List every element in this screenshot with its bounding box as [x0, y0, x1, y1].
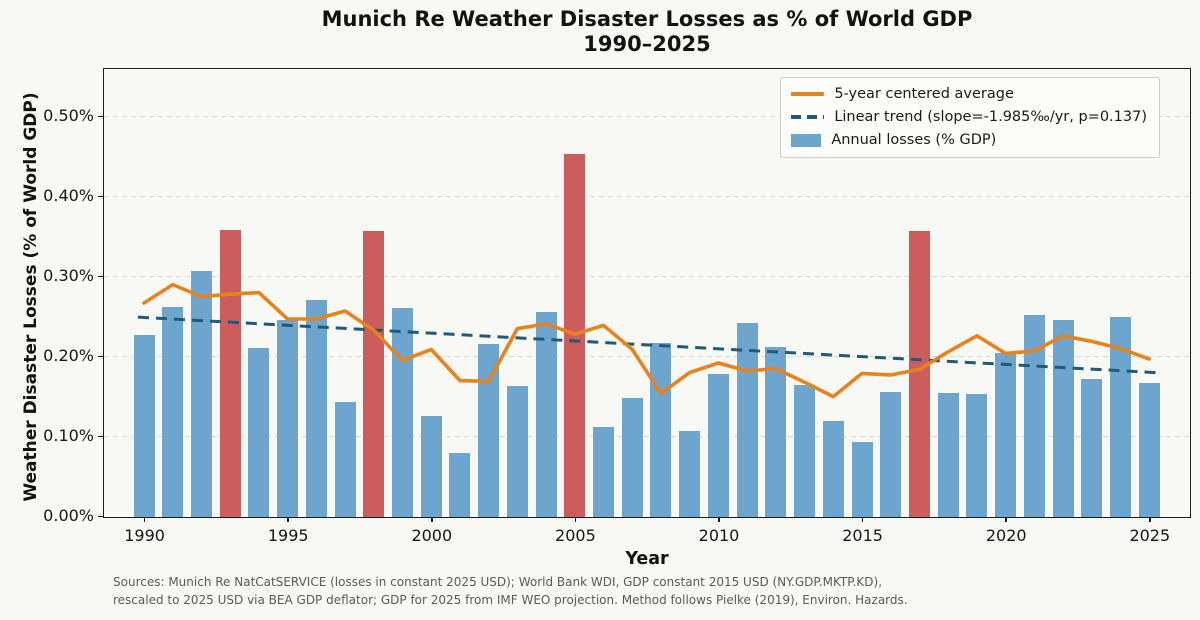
trend-line-swatch	[791, 115, 825, 119]
y-tick-0.20%: 0.20%	[43, 346, 94, 366]
bar-2014	[822, 421, 844, 517]
y-tick-0.00%: 0.00%	[43, 506, 94, 526]
y-tick-mark-0.40%	[98, 195, 103, 198]
chart-title-line2: 1990–2025	[583, 32, 711, 56]
bar-2015	[851, 441, 873, 517]
y-tick-mark-0.10%	[98, 435, 103, 438]
bar-1999	[391, 308, 413, 517]
chart-title: Munich Re Weather Disaster Losses as % o…	[103, 7, 1191, 57]
annual-losses-swatch	[791, 133, 822, 147]
average-line-swatch	[791, 92, 825, 96]
bar-1998	[363, 231, 385, 517]
source-note-line1: Sources: Munich Re NatCatSERVICE (losses…	[113, 575, 883, 589]
bar-1996	[305, 300, 327, 517]
x-tick-mark-2000	[431, 517, 433, 522]
x-tick-mark-2015	[861, 517, 864, 522]
bar-2004	[535, 312, 557, 517]
x-tick-mark-2020	[1005, 517, 1007, 522]
x-tick-1990: 1990	[124, 526, 165, 545]
x-tick-mark-2010	[718, 517, 720, 522]
source-note: Sources: Munich Re NatCatSERVICE (losses…	[113, 573, 908, 609]
bar-2020	[995, 353, 1017, 517]
bar-2002	[478, 344, 500, 517]
bar-1990	[133, 334, 155, 517]
x-axis-label: Year	[625, 549, 669, 569]
x-tick-2010: 2010	[698, 526, 740, 545]
bar-1997	[334, 401, 356, 517]
legend-label-trend: Linear trend (slope=-1.985‰/yr, p=0.137)	[834, 109, 1147, 125]
x-tick-mark-2025	[1149, 517, 1151, 522]
y-tick-0.30%: 0.30%	[43, 266, 94, 286]
legend-item-average: 5-year centered average	[791, 86, 1147, 102]
bar-2009	[679, 431, 701, 517]
y-tick-mark-0.00%	[98, 515, 103, 518]
y-tick-mark-0.30%	[98, 275, 103, 278]
bar-2011	[736, 323, 758, 517]
bar-2018	[937, 393, 959, 517]
x-tick-1995: 1995	[267, 526, 309, 545]
gridline-0.40%	[104, 196, 1190, 197]
bar-2017	[908, 231, 930, 517]
gridline-0.30%	[104, 276, 1190, 277]
x-tick-2005: 2005	[555, 526, 596, 545]
x-tick-2025: 2025	[1129, 526, 1171, 545]
x-tick-mark-2005	[574, 517, 577, 522]
gridline-0.50%	[104, 116, 1190, 117]
gridline-0.10%	[104, 436, 1190, 437]
x-tick-2000: 2000	[411, 526, 453, 545]
plot-area: 5-year centered average Linear trend (sl…	[103, 68, 1191, 518]
bar-2001	[449, 453, 471, 517]
bar-2023	[1081, 379, 1103, 517]
bar-2022	[1052, 320, 1074, 517]
bar-2007	[621, 397, 643, 517]
source-note-line2: rescaled to 2025 USD via BEA GDP deflato…	[113, 593, 908, 607]
bar-1995	[277, 320, 299, 517]
y-tick-mark-0.20%	[98, 355, 103, 358]
legend: 5-year centered average Linear trend (sl…	[780, 77, 1160, 158]
bar-2019	[966, 393, 988, 517]
bar-1994	[248, 348, 270, 517]
bar-2003	[506, 385, 528, 517]
x-tick-2015: 2015	[842, 526, 883, 545]
bar-2006	[593, 427, 615, 517]
bar-2013	[794, 385, 816, 517]
bar-2024	[1109, 317, 1131, 517]
y-axis-label: Weather Disaster Losses (% of World GDP)	[21, 92, 41, 502]
bar-1992	[190, 271, 212, 517]
legend-label-average: 5-year centered average	[834, 86, 1014, 102]
bar-2012	[765, 347, 787, 517]
bar-2008	[650, 343, 672, 517]
bar-2000	[420, 416, 442, 517]
bar-2025	[1138, 383, 1160, 517]
y-tick-mark-0.50%	[98, 115, 103, 118]
bar-1993	[219, 229, 241, 517]
x-tick-mark-1995	[287, 517, 289, 522]
y-tick-0.50%: 0.50%	[43, 106, 94, 126]
bar-2010	[707, 373, 729, 517]
bar-2005	[564, 153, 586, 517]
x-tick-2020: 2020	[985, 526, 1027, 545]
y-tick-0.40%: 0.40%	[43, 186, 94, 206]
bar-2021	[1023, 314, 1045, 517]
y-tick-0.10%: 0.10%	[43, 426, 94, 446]
x-tick-mark-1990	[143, 517, 146, 522]
chart-title-line1: Munich Re Weather Disaster Losses as % o…	[321, 7, 973, 31]
legend-item-trend: Linear trend (slope=-1.985‰/yr, p=0.137)	[791, 109, 1147, 125]
bar-2016	[880, 392, 902, 517]
bar-1991	[162, 306, 184, 517]
legend-item-annual-losses: Annual losses (% GDP)	[791, 132, 1147, 148]
legend-label-annual-losses: Annual losses (% GDP)	[831, 132, 997, 148]
